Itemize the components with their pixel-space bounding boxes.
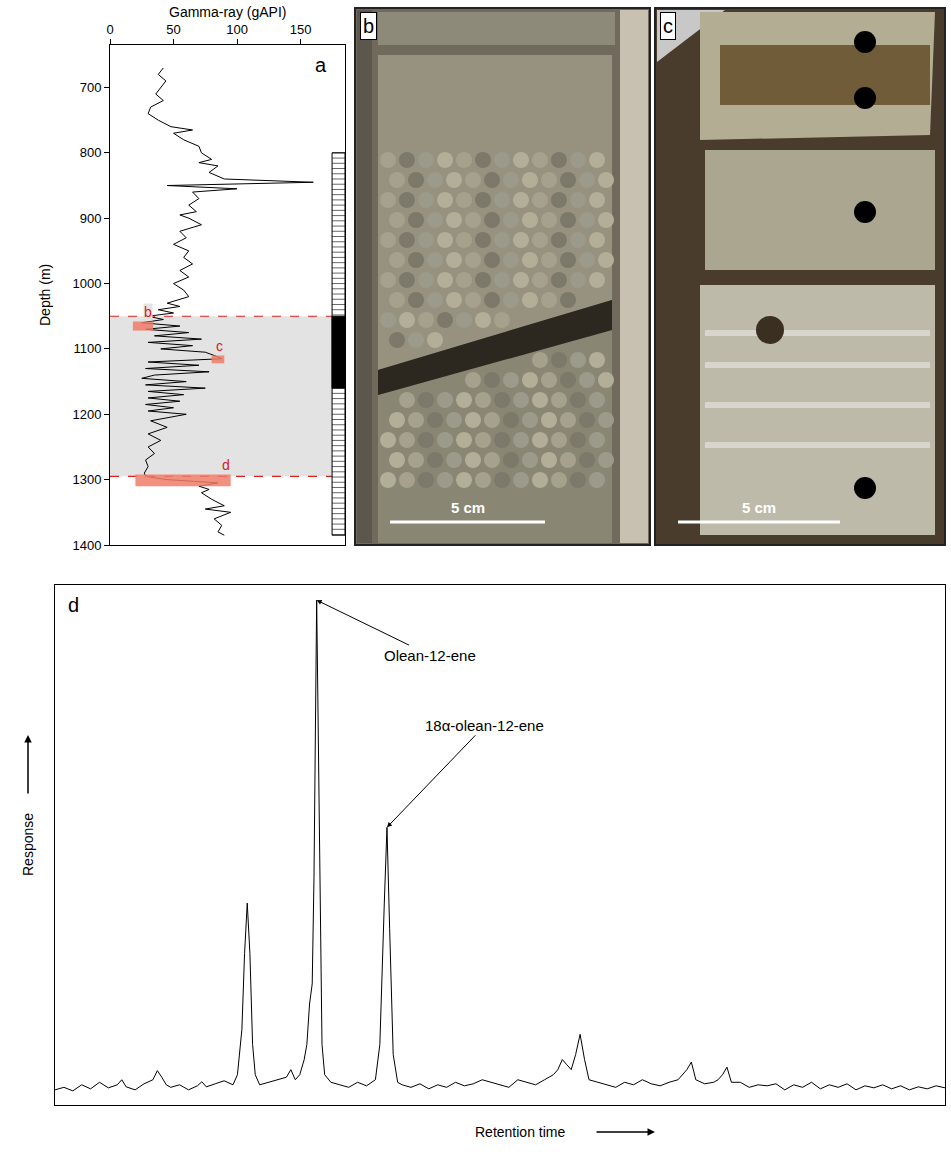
svg-text:Retention time: Retention time: [475, 1124, 565, 1140]
svg-text:c: c: [663, 15, 673, 37]
svg-text:5 cm: 5 cm: [742, 499, 776, 516]
svg-text:Olean-12-ene: Olean-12-ene: [384, 647, 476, 664]
svg-text:b: b: [144, 304, 152, 320]
svg-text:1400: 1400: [72, 538, 101, 553]
svg-text:900: 900: [80, 211, 102, 226]
svg-text:5 cm: 5 cm: [451, 499, 485, 516]
svg-text:1100: 1100: [73, 341, 101, 356]
svg-text:100: 100: [226, 22, 248, 37]
svg-text:150: 150: [290, 22, 312, 37]
svg-text:800: 800: [80, 145, 102, 160]
svg-text:1300: 1300: [72, 472, 101, 487]
svg-text:d: d: [68, 594, 79, 616]
svg-text:Gamma-ray (gAPI): Gamma-ray (gAPI): [169, 4, 286, 20]
svg-text:0: 0: [106, 22, 113, 37]
svg-text:1000: 1000: [72, 276, 101, 291]
svg-text:700: 700: [80, 80, 102, 95]
svg-text:1200: 1200: [72, 407, 101, 422]
svg-text:Depth (m): Depth (m): [37, 264, 53, 326]
svg-text:50: 50: [166, 22, 180, 37]
svg-text:d: d: [222, 457, 230, 473]
svg-text:18α-olean-12-ene: 18α-olean-12-ene: [425, 717, 544, 734]
svg-text:Response: Response: [20, 813, 36, 876]
svg-text:a: a: [315, 54, 327, 76]
svg-text:c: c: [216, 338, 223, 354]
svg-text:b: b: [363, 15, 374, 37]
